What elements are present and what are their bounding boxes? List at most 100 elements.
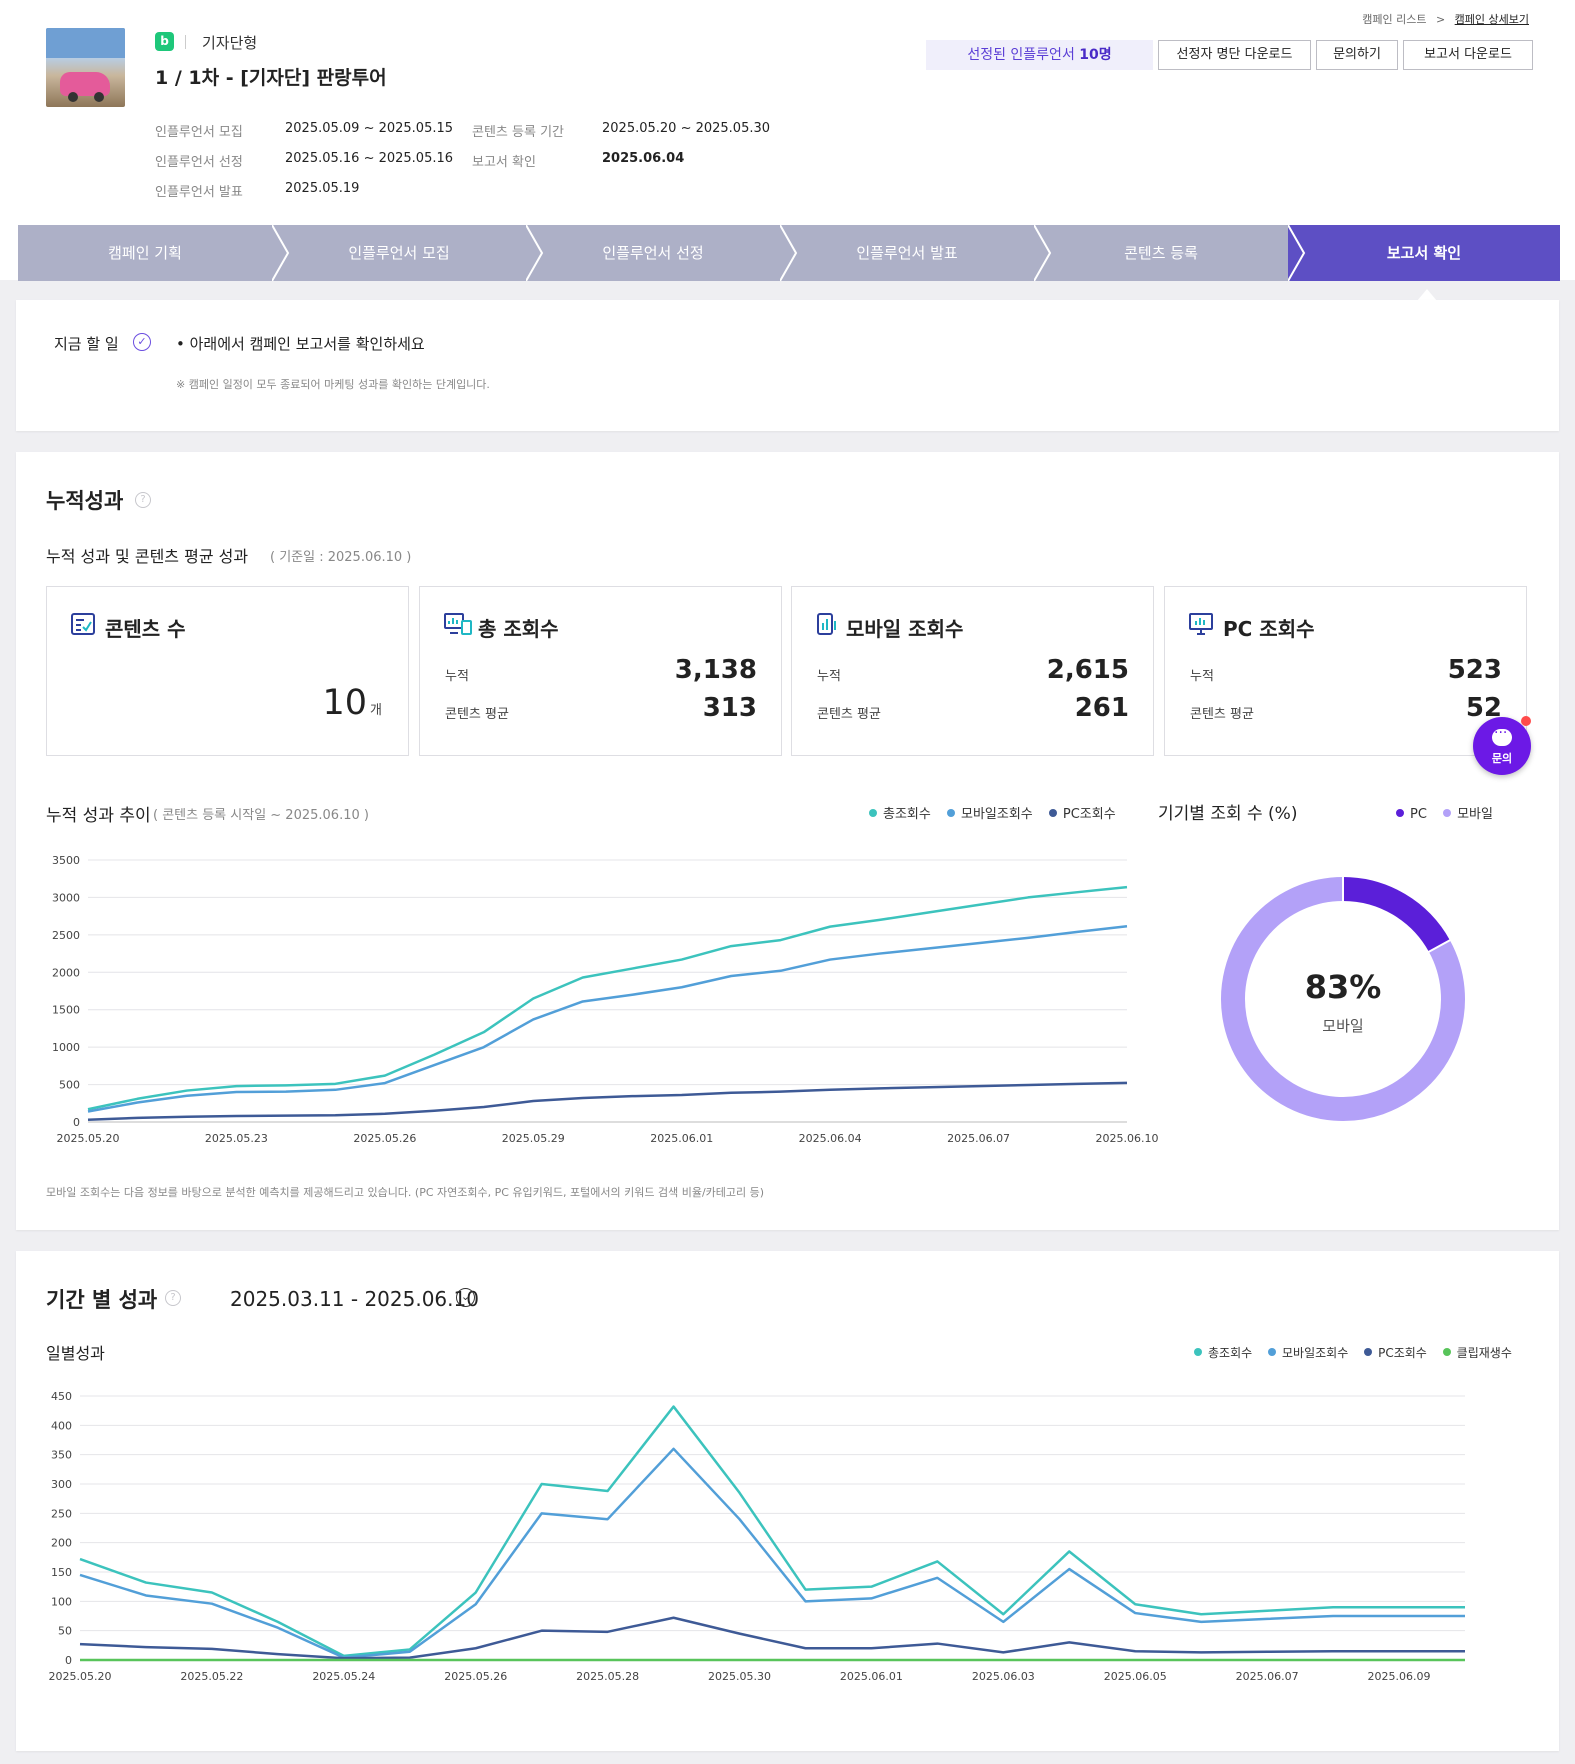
trend-note: ( 콘텐츠 등록 시작일 ~ 2025.06.10 ) [153, 808, 369, 823]
legend-item: PC조회수 [1378, 1346, 1427, 1360]
cumulative-trend-chart: 0 500 1000 1500 2000 2500 3000 3500 2025.05.20 20… [52, 854, 1159, 1145]
y-tick-label: 2000 [52, 966, 80, 979]
legend-dot [1364, 1348, 1373, 1356]
kpi-card-mobile-views: 모바일 조회수 누적 2,615 콘텐츠 평균 261 [791, 586, 1154, 756]
x-tick-label: 2025.06.01 [650, 1132, 713, 1145]
help-icon[interactable]: ? [135, 492, 151, 508]
y-tick-label: 300 [51, 1478, 72, 1491]
contents-count: 10 [322, 683, 368, 723]
y-tick-label: 150 [51, 1566, 72, 1579]
legend-item: PC [1410, 807, 1427, 822]
kpi-title: PC 조회수 [1223, 617, 1315, 641]
series-line-모바일조회수 [87, 925, 1128, 1113]
legend-item: 모바일조회수 [960, 807, 1033, 822]
kpi-card-pc-views: PC 조회수 누적 523 콘텐츠 평균 52 [1164, 586, 1527, 756]
breadcrumb-separator: > [1435, 13, 1446, 26]
y-tick-label: 1500 [52, 1004, 80, 1017]
legend-dot [1396, 809, 1404, 817]
y-tick-label: 500 [59, 1079, 80, 1092]
step-select: 인플루언서 선정 [526, 225, 780, 281]
todo-item: • 아래에서 캠페인 보고서를 확인하세요 [176, 335, 425, 353]
legend-item: 총조회수 [883, 807, 931, 822]
meta-value: 2025.05.09 ~ 2025.05.15 [285, 121, 454, 136]
step-arrow-icon [272, 225, 290, 281]
meta-value: 2025.05.16 ~ 2025.05.16 [285, 151, 454, 166]
meta-label: 보고서 확인 [472, 155, 536, 170]
breadcrumb-campaign-list[interactable]: 캠페인 리스트 [1362, 13, 1427, 26]
meta-label: 인플루언서 선정 [155, 155, 243, 170]
x-tick-label: 2025.06.10 [1096, 1132, 1159, 1145]
legend-dot [1443, 809, 1452, 817]
y-tick-label: 200 [51, 1537, 72, 1550]
download-report-button[interactable]: 보고서 다운로드 [1403, 40, 1533, 70]
y-tick-label: 350 [51, 1449, 72, 1462]
y-tick-label: 3500 [52, 854, 80, 867]
device-donut-chart [1221, 876, 1465, 1121]
step-arrow-icon [780, 225, 798, 281]
x-tick-label: 2025.05.20 [49, 1670, 112, 1683]
divider [185, 35, 186, 49]
step-arrow-icon [526, 225, 544, 281]
cumulative-subtitle-note: ( 기준일 : 2025.06.10 ) [270, 550, 412, 565]
date-range[interactable]: 2025.03.11 - 2025.06.10 [230, 1287, 479, 1311]
series-line-PC조회수 [79, 1616, 1465, 1660]
x-tick-label: 2025.06.09 [1368, 1670, 1431, 1683]
meta-value: 2025.05.19 [285, 181, 360, 196]
x-tick-label: 2025.05.28 [576, 1670, 639, 1683]
legend-item: 모바일 [1457, 807, 1493, 822]
content-list-icon [71, 613, 95, 635]
series-line-PC조회수 [87, 1081, 1128, 1122]
x-tick-label: 2025.05.30 [708, 1670, 771, 1683]
series-line-모바일조회수 [79, 1447, 1465, 1659]
y-tick-label: 0 [73, 1116, 80, 1129]
x-tick-label: 2025.05.29 [502, 1132, 565, 1145]
x-tick-label: 2025.06.05 [1104, 1670, 1167, 1683]
legend-item: 모바일조회수 [1282, 1346, 1349, 1360]
legend-dot [946, 809, 955, 817]
legend-dot [869, 809, 877, 817]
step-announce: 인플루언서 발표 [780, 225, 1034, 281]
meta-label: 콘텐츠 등록 기간 [472, 125, 564, 140]
y-tick-label: 450 [51, 1390, 72, 1403]
breadcrumb: 캠페인 리스트 > 캠페인 상세보기 [1362, 11, 1529, 27]
donut-label: 모바일 [1322, 1017, 1364, 1035]
x-tick-label: 2025.06.07 [947, 1132, 1010, 1145]
chevron-down-icon[interactable]: ⌄ [456, 1288, 475, 1307]
trend-title: 누적 성과 추이 [46, 806, 151, 826]
contents-unit: 개 [370, 703, 382, 718]
notification-dot [1521, 716, 1531, 726]
y-tick-label: 1000 [52, 1041, 80, 1054]
x-tick-label: 2025.05.26 [353, 1132, 416, 1145]
chat-inquiry-button[interactable]: 문의 [1473, 716, 1531, 775]
y-tick-label: 2500 [52, 929, 80, 942]
donut-slice-모바일 [1221, 877, 1465, 1121]
legend-item: 클립재생수 [1456, 1346, 1512, 1360]
active-step-pointer-icon [1417, 289, 1437, 301]
legend-item: 총조회수 [1208, 1346, 1253, 1360]
y-tick-label: 250 [51, 1507, 72, 1520]
legend-dot [1442, 1348, 1451, 1356]
breadcrumb-current[interactable]: 캠페인 상세보기 [1454, 13, 1529, 26]
legend-dot [1268, 1348, 1276, 1356]
mobile-footnote: 모바일 조회수는 다음 정보를 바탕으로 분석한 예측치를 제공해드리고 있습니… [46, 1186, 765, 1199]
kpi-avg-label: 콘텐츠 평균 [445, 707, 509, 722]
step-arrow-icon [1034, 225, 1052, 281]
inquiry-button[interactable]: 문의하기 [1316, 40, 1398, 70]
download-selected-list-button[interactable]: 선정자 명단 다운로드 [1158, 40, 1311, 70]
kpi-cum-label: 누적 [817, 669, 841, 684]
mobile-chart-icon [817, 613, 836, 635]
kpi-contents-value: 10 개 [322, 683, 382, 723]
chat-label: 문의 [1491, 752, 1513, 765]
device-title: 기기별 조회 수 (%) [1158, 804, 1298, 824]
section-title-period: 기간 별 성과 [46, 1288, 158, 1312]
legend-dot [1194, 1348, 1202, 1356]
period-performance-card [16, 1251, 1559, 1751]
kpi-avg-label: 콘텐츠 평균 [1190, 707, 1254, 722]
meta-label: 인플루언서 발표 [155, 185, 243, 200]
x-tick-label: 2025.05.23 [205, 1132, 268, 1145]
selected-influencers: 선정된 인플루언서 10명 [926, 40, 1153, 70]
daily-title: 일별성과 [46, 1344, 105, 1363]
kpi-card-contents: 콘텐츠 수 10 개 [46, 586, 409, 756]
x-tick-label: 2025.06.07 [1236, 1670, 1299, 1683]
help-icon[interactable]: ? [165, 1290, 181, 1306]
